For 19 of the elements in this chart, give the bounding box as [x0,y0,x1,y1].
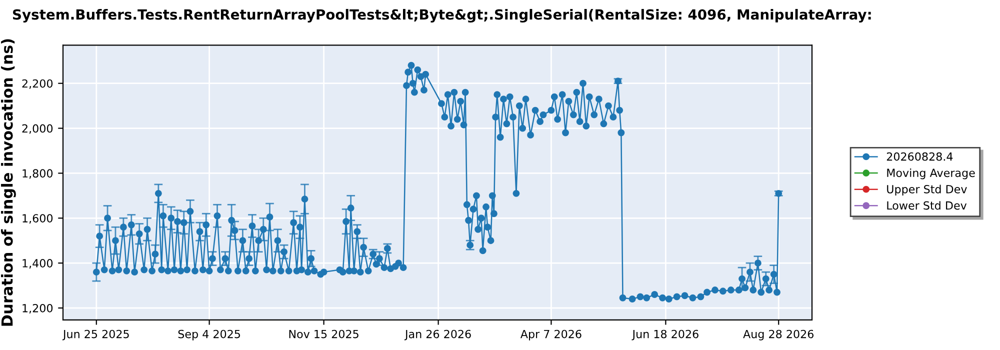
x-tick-label: Nov 15 2025 [289,330,358,338]
legend-label: Upper Std Dev [887,184,967,196]
legend-label: Lower Std Dev [887,201,967,210]
legend-label: 20260828.4 [886,152,953,161]
y-tick-label: 2,200 [22,79,53,89]
y-axis-title: Duration of single invocation (ns) [1,39,16,326]
y-tick-label: 1,200 [22,304,53,314]
y-tick-label: 1,600 [22,214,53,224]
x-tick-label: Jan 26 2026 [404,330,471,340]
x-tick-label: Apr 7 2026 [520,330,582,340]
legend-label: Moving Average [887,168,975,180]
x-tick-label: Jun 18 2026 [632,330,698,340]
x-tick-label: Jun 25 2025 [62,330,129,340]
y-tick-label: 1,800 [22,169,53,179]
y-tick-label: 1,400 [22,259,53,269]
y-tick-label: 2,000 [22,124,53,134]
chart-title: System.Buffers.Tests.RentReturnArrayPoolTests&lt;Byte&gt;.SingleSerial(RentalSize: 4096, ManipulateArray: [12,8,871,23]
x-tick-label: Aug 28 2026 [743,330,814,340]
x-tick-label: Sep 4 2025 [178,330,240,340]
